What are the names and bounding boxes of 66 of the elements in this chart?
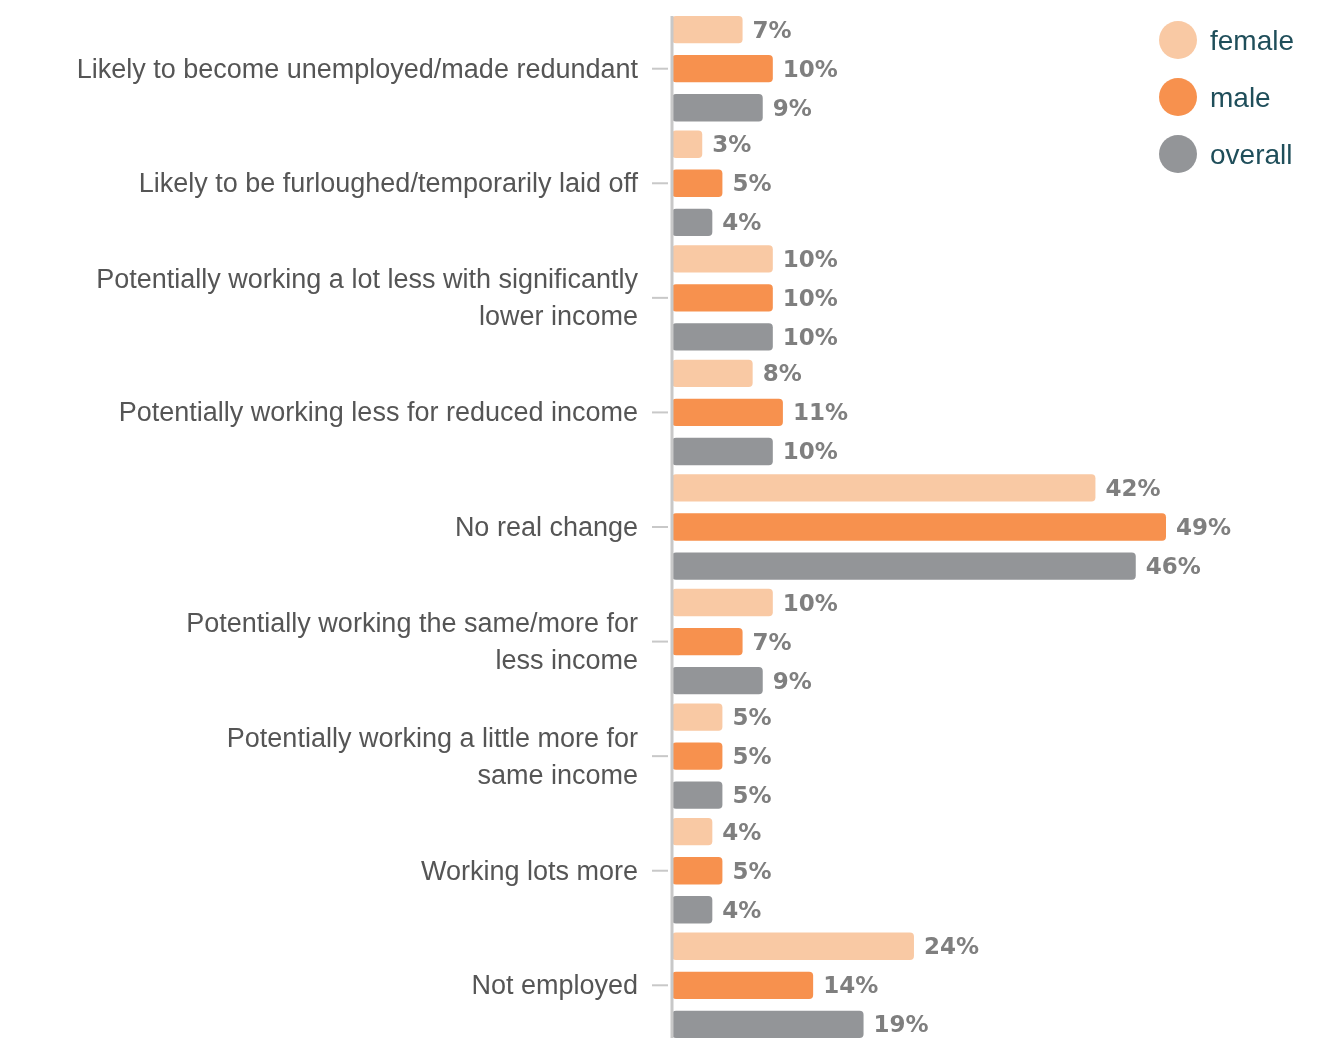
bar: [672, 16, 743, 44]
data-label: 10%: [782, 55, 838, 82]
data-label: 11%: [792, 399, 848, 426]
data-label: 8%: [762, 360, 802, 387]
bar: [672, 896, 713, 924]
bar: [672, 169, 723, 197]
data-label: 4%: [722, 209, 762, 236]
bar: [672, 284, 773, 312]
data-label: 49%: [1176, 514, 1232, 540]
data-label: 24%: [923, 933, 980, 960]
bar: [672, 437, 773, 466]
bar: [672, 359, 753, 388]
bar: [672, 323, 773, 351]
bar: [672, 666, 763, 695]
data-label: 9%: [772, 667, 812, 694]
bar: [672, 94, 763, 122]
legend-label: male: [1210, 81, 1271, 113]
y-tick-label: No real change: [454, 512, 638, 542]
data-label: 46%: [1145, 553, 1201, 580]
bar: [672, 474, 1096, 502]
data-label: 10%: [782, 323, 838, 350]
bar: [672, 552, 1136, 580]
bar: [672, 245, 773, 273]
data-label: 10%: [782, 438, 838, 465]
y-tick-label: Likely to be furloughed/temporarily laid off: [138, 168, 639, 199]
bar: [672, 627, 743, 656]
data-label: 10%: [782, 589, 838, 616]
data-label: 5%: [732, 704, 772, 731]
bar: [672, 971, 814, 999]
y-tick-label: Likely to become unemployed/made redundant: [76, 53, 639, 84]
y-tick-label: Not employed: [471, 970, 638, 1001]
data-label: 7%: [752, 16, 792, 43]
data-label: 4%: [722, 818, 762, 845]
bar: [672, 818, 713, 846]
y-tick-label: Working lots more: [420, 855, 638, 886]
bar: [672, 208, 713, 236]
data-label: 4%: [722, 896, 762, 923]
y-tick-label: Potentially working a little more for same income: [226, 722, 639, 790]
bar: [672, 703, 723, 731]
data-label: 19%: [873, 1011, 929, 1038]
bar: [672, 781, 723, 809]
data-label: 5%: [732, 782, 772, 809]
legend-label: female: [1210, 24, 1295, 56]
data-label: 3%: [712, 131, 752, 158]
y-tick-label: Potentially working less for reduced income: [118, 397, 638, 428]
data-label: 5%: [732, 170, 772, 197]
y-tick-label: Potentially working the same/more for less income: [186, 608, 638, 676]
legend-label: overall: [1210, 138, 1293, 170]
data-label: 7%: [752, 628, 792, 655]
data-label: 14%: [823, 972, 879, 999]
bar: [672, 1010, 864, 1038]
y-tick-label: Potentially working a lot less with significantly lower income: [96, 264, 639, 332]
bar: [672, 932, 914, 960]
data-label: 9%: [772, 94, 812, 121]
bar: [672, 55, 773, 83]
bar: [672, 857, 723, 885]
bar: [672, 513, 1166, 541]
bar: [672, 398, 783, 427]
data-label: 10%: [782, 284, 838, 311]
bar: [672, 130, 703, 158]
data-label: 10%: [782, 245, 838, 272]
bar: [672, 742, 723, 770]
data-label: 5%: [732, 743, 772, 770]
bar: [672, 588, 773, 617]
data-label: 5%: [732, 857, 772, 884]
data-label: 42%: [1105, 474, 1161, 501]
